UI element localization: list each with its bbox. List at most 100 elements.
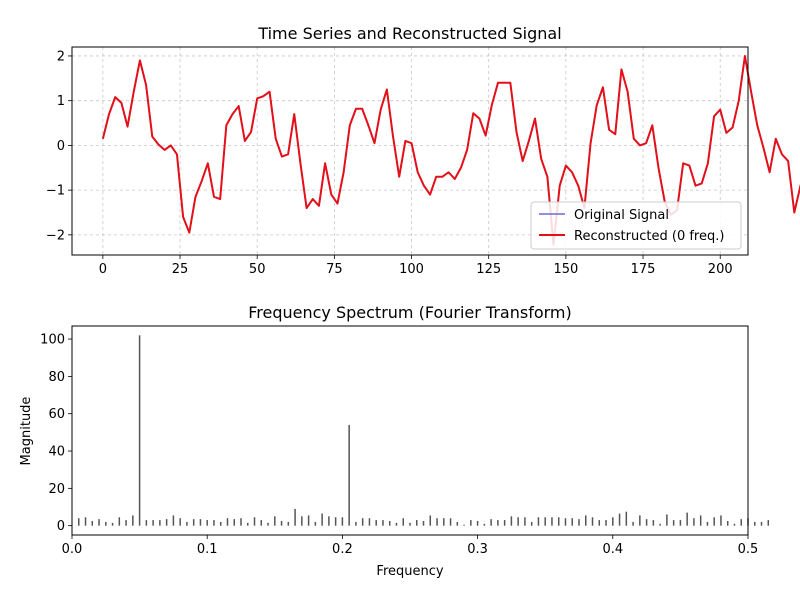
spectrum-bar — [274, 516, 276, 526]
spectrum-bar — [720, 515, 722, 526]
time-series-x-tick-label: 50 — [249, 262, 266, 277]
spectrum-bar — [666, 514, 668, 526]
spectrum-bar — [618, 513, 621, 526]
spectrum-bar — [740, 519, 742, 526]
spectrum-bar — [301, 516, 303, 526]
time-series-x-tick-label: 175 — [631, 262, 656, 277]
spectrum-x-tick-label: 0.4 — [602, 542, 623, 557]
spectrum-bar — [605, 520, 607, 526]
spectrum-bar — [551, 517, 553, 526]
spectrum-bar — [145, 520, 148, 526]
spectrum-bar — [179, 518, 181, 526]
time-series-x-tick-label: 125 — [476, 262, 501, 277]
spectrum-bar — [247, 522, 249, 526]
time-series-y-tick-label: 2 — [57, 49, 65, 64]
spectrum-bar — [361, 518, 364, 526]
spectrum-bar — [449, 518, 452, 526]
spectrum-bar — [307, 515, 310, 526]
spectrum-bar — [713, 517, 715, 526]
spectrum-bar — [598, 520, 601, 526]
time-series-grid — [72, 47, 748, 255]
spectrum-bar — [578, 519, 580, 526]
spectrum-bar — [355, 521, 357, 526]
spectrum-bar — [84, 517, 87, 526]
spectrum-bar — [429, 515, 432, 526]
spectrum-bar — [564, 518, 567, 526]
spectrum-bar — [659, 523, 661, 526]
spectrum-x-tick-label: 0.0 — [62, 542, 83, 557]
spectrum-bar — [612, 517, 614, 526]
spectrum-bar — [402, 518, 404, 526]
spectrum-bar — [98, 519, 100, 526]
spectrum-bar — [760, 521, 763, 526]
spectrum-y-tick-label: 60 — [48, 407, 65, 422]
spectrum-bar — [172, 515, 175, 526]
spectrum-y-axis-label: Magnitude — [19, 397, 34, 466]
time-series-y-tick-label: 0 — [57, 139, 65, 154]
spectrum-bar — [733, 523, 736, 526]
spectrum-bar — [388, 521, 391, 526]
spectrum-bar — [159, 520, 161, 526]
time-series-y-tick-label: −2 — [46, 228, 65, 243]
legend-label-original: Original Signal — [574, 208, 669, 223]
spectrum-bar — [443, 518, 445, 526]
legend-label-reconstructed: Reconstructed (0 freq.) — [574, 229, 724, 244]
spectrum-bar — [226, 518, 229, 526]
spectrum-y-ticks: 0 20 40 60 80 100 — [40, 333, 72, 534]
spectrum-x-tick-label: 0.2 — [332, 542, 353, 557]
spectrum-x-tick-label: 0.1 — [197, 542, 218, 557]
spectrum-bar — [253, 517, 256, 526]
spectrum-y-tick-label: 40 — [48, 445, 65, 460]
spectrum-bar — [503, 520, 506, 526]
spectrum-bar — [382, 520, 384, 526]
spectrum-bar — [693, 518, 695, 526]
spectrum-bar — [591, 517, 594, 526]
time-series-x-tick-label: 0 — [99, 262, 107, 277]
time-series-x-tick-label: 25 — [172, 262, 189, 277]
spectrum-bar — [767, 520, 770, 526]
spectrum-bar — [138, 335, 141, 526]
spectrum-bar — [517, 517, 519, 526]
spectrum-bar — [706, 521, 709, 526]
spectrum-bar — [199, 519, 202, 526]
legend-box — [530, 201, 742, 250]
spectrum-bar — [341, 517, 344, 526]
reconstructed-signal-line — [101, 54, 800, 246]
time-series-y-ticks: −2 −1 0 1 2 — [46, 49, 72, 243]
spectrum-bar — [314, 521, 317, 526]
time-series-x-tick-label: 200 — [708, 262, 733, 277]
time-series-plot-frame — [71, 46, 749, 256]
time-series-y-tick-label: −1 — [46, 184, 65, 199]
spectrum-bars — [78, 335, 770, 526]
spectrum-bar — [280, 521, 283, 526]
spectrum-bar — [111, 522, 114, 526]
spectrum-bar — [726, 521, 729, 526]
spectrum-x-tick-label: 0.3 — [467, 542, 488, 557]
spectrum-bar — [537, 517, 540, 526]
spectrum-bar — [470, 520, 472, 526]
time-series-title: Time Series and Reconstructed Signal — [257, 24, 561, 43]
spectrum-x-ticks: 0.0 0.1 0.2 0.3 0.4 0.5 — [62, 535, 758, 557]
time-series-x-tick-label: 75 — [326, 262, 343, 277]
spectrum-bar — [544, 517, 546, 526]
spectrum-bar — [219, 521, 222, 526]
spectrum-bar — [213, 520, 215, 526]
spectrum-bar — [192, 519, 195, 526]
spectrum-bar — [699, 515, 702, 526]
spectrum-bar — [165, 519, 168, 526]
spectrum-bar — [206, 520, 208, 526]
spectrum-bar — [571, 518, 573, 526]
spectrum-bar — [490, 519, 492, 526]
spectrum-bar — [233, 519, 235, 526]
spectrum-axes: 0.0 0.1 0.2 0.3 0.4 0.5 0 20 40 60 80 100 Frequenc… — [19, 303, 770, 579]
spectrum-y-tick-label: 100 — [40, 333, 65, 348]
spectrum-y-tick-label: 20 — [48, 482, 65, 497]
spectrum-y-tick-label: 0 — [57, 519, 65, 534]
spectrum-bar — [524, 517, 526, 526]
spectrum-bar — [91, 521, 94, 526]
spectrum-bar — [395, 522, 398, 526]
spectrum-bar — [463, 524, 465, 526]
spectrum-bar — [132, 515, 134, 526]
spectrum-bar — [152, 520, 154, 526]
spectrum-bar — [118, 517, 121, 526]
